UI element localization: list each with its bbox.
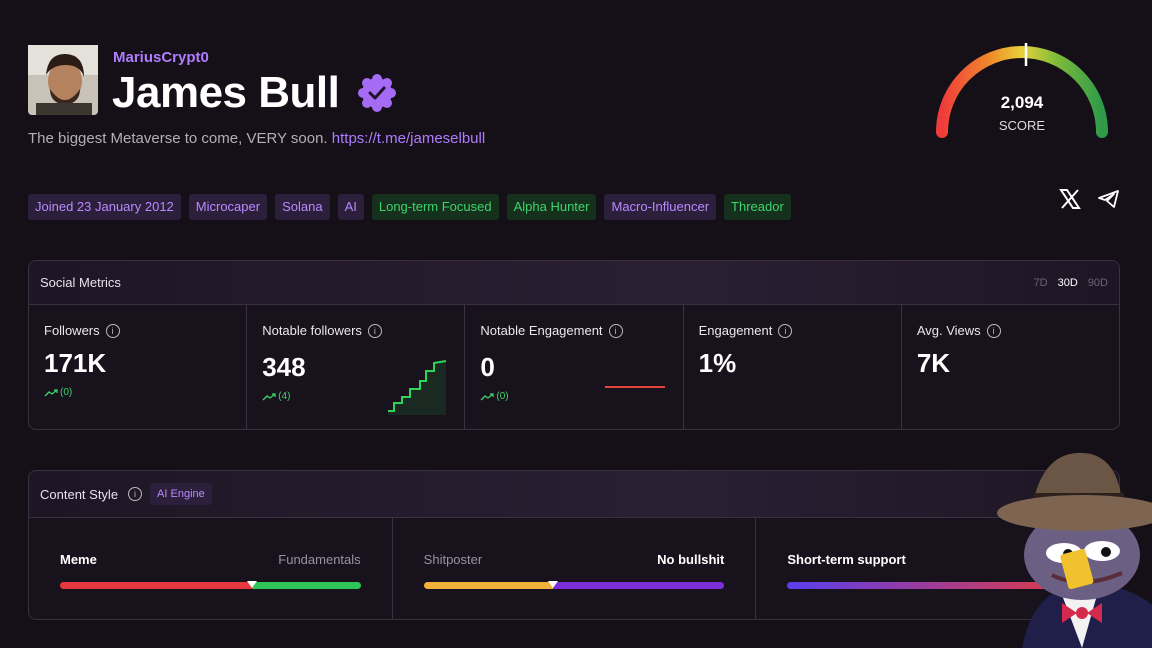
ai-badge: AI Engine <box>150 483 212 505</box>
info-icon[interactable]: i <box>986 323 1001 338</box>
tag[interactable]: Macro-Influencer <box>604 194 717 220</box>
social-metrics-panel: Social Metrics 7D 30D 90D Followers i 171K (0… <box>28 260 1120 430</box>
metric-change: (0) <box>480 391 667 402</box>
info-icon[interactable]: i <box>778 323 793 338</box>
metric-value: 1% <box>698 348 737 378</box>
metric-card: Notable followers i 348 (4) <box>247 305 466 429</box>
info-icon[interactable]: i <box>367 323 382 338</box>
style-sliders: Meme Fundamentals Shitposter No bullshit Sho… <box>29 518 1119 619</box>
metric-value: 171K <box>44 348 107 378</box>
trend-icon <box>44 388 58 396</box>
style-slider: Meme Fundamentals <box>29 518 393 619</box>
display-name: James Bull <box>112 68 340 117</box>
slider-marker <box>247 581 258 588</box>
x-link[interactable] <box>1059 189 1081 209</box>
info-icon[interactable]: i <box>128 487 143 501</box>
avatar <box>28 45 98 115</box>
score-value: 2,094 <box>1001 93 1044 112</box>
score-label: SCORE <box>999 118 1046 133</box>
metric-value: 348 <box>262 352 306 382</box>
slider-right-label: Fundamentals <box>278 552 361 567</box>
tag[interactable]: Threador <box>724 194 791 220</box>
tag[interactable]: Joined 23 January 2012 <box>28 194 181 220</box>
score-gauge: 2,094 SCORE <box>936 43 1108 138</box>
metric-change-text: (0) <box>60 387 73 398</box>
bio-link[interactable]: https://t.me/jameselbull <box>331 130 486 147</box>
panel-header: Social Metrics 7D 30D 90D <box>29 261 1119 305</box>
info-icon[interactable]: i <box>608 323 623 338</box>
metric-value: 0 <box>480 352 495 382</box>
style-slider: Shitposter No bullshit <box>393 518 757 619</box>
tag[interactable]: Solana <box>275 194 330 220</box>
bio: The biggest Metaverse to come, VERY soon… <box>28 130 485 147</box>
panel-title: Social Metrics <box>40 275 121 290</box>
slider-labels: Shitposter No bullshit <box>424 552 725 567</box>
metric-change-text: (0) <box>496 391 509 402</box>
metric-label: Engagement i <box>699 323 886 338</box>
slider-left-label: Meme <box>60 552 97 567</box>
tag[interactable]: Microcaper <box>188 194 268 220</box>
metric-card: Avg. Views i 7K <box>902 305 1119 429</box>
info-icon[interactable]: i <box>105 323 120 338</box>
tag[interactable]: Long-term Focused <box>371 194 499 220</box>
handle[interactable]: MariusCrypt0 <box>113 49 209 66</box>
metric-label: Avg. Views i <box>917 323 1104 338</box>
metric-card: Followers i 171K (0) <box>29 305 248 429</box>
slider-left-label: Shitposter <box>423 552 483 567</box>
metric-cards: Followers i 171K (0) Notable followers i 348 (4… <box>29 305 1119 429</box>
metric-label-text: Avg. Views <box>916 323 981 338</box>
tag[interactable]: AI <box>337 194 364 220</box>
metric-label-text: Engagement <box>698 323 773 338</box>
period-option[interactable]: 7D <box>1033 276 1048 289</box>
metric-change: (4) <box>262 391 449 402</box>
tag-list: Joined 23 January 2012 Microcaper Solana AI… <box>28 194 791 220</box>
metric-label: Notable followers i <box>262 323 449 338</box>
metric-change: (0) <box>44 387 231 398</box>
slider-marker <box>547 581 558 588</box>
period-selector: 7D 30D 90D <box>1034 277 1108 289</box>
metric-card: Notable Engagement i 0 (0) <box>465 305 684 429</box>
metric-card: Engagement i 1% <box>684 305 902 429</box>
slider-track <box>423 581 725 589</box>
metric-change-text: (4) <box>278 391 291 402</box>
telegram-link[interactable] <box>1097 189 1121 209</box>
panel-header: Content Style i AI Engine <box>29 471 1119 518</box>
panel-title: Content Style <box>40 486 119 502</box>
metric-label-text: Notable followers <box>262 323 362 338</box>
period-option[interactable]: 30D <box>1057 276 1078 289</box>
trend-icon <box>480 392 495 400</box>
slider-track <box>60 581 361 589</box>
slider-right-label: No bullshit <box>657 552 725 567</box>
period-option[interactable]: 90D <box>1087 276 1108 289</box>
metric-label-text: Followers <box>44 323 100 338</box>
slider-labels: Meme Fundamentals <box>60 552 361 567</box>
verified-badge <box>358 74 396 112</box>
metric-label-text: Notable Engagement <box>480 323 603 338</box>
sparkline <box>388 360 447 415</box>
metric-label: Followers i <box>44 323 231 338</box>
bio-text: The biggest Metaverse to come, VERY soon… <box>28 130 328 147</box>
metric-value: 7K <box>916 348 951 378</box>
sparkline <box>604 386 665 388</box>
slider-left-label: Short-term support <box>787 552 906 567</box>
metric-label: Notable Engagement i <box>480 323 667 338</box>
content-style-panel: Content Style i AI Engine Meme Fundamenta… <box>28 470 1120 620</box>
mascot <box>997 452 1152 648</box>
trend-icon <box>262 392 276 400</box>
tag[interactable]: Alpha Hunter <box>506 194 597 220</box>
